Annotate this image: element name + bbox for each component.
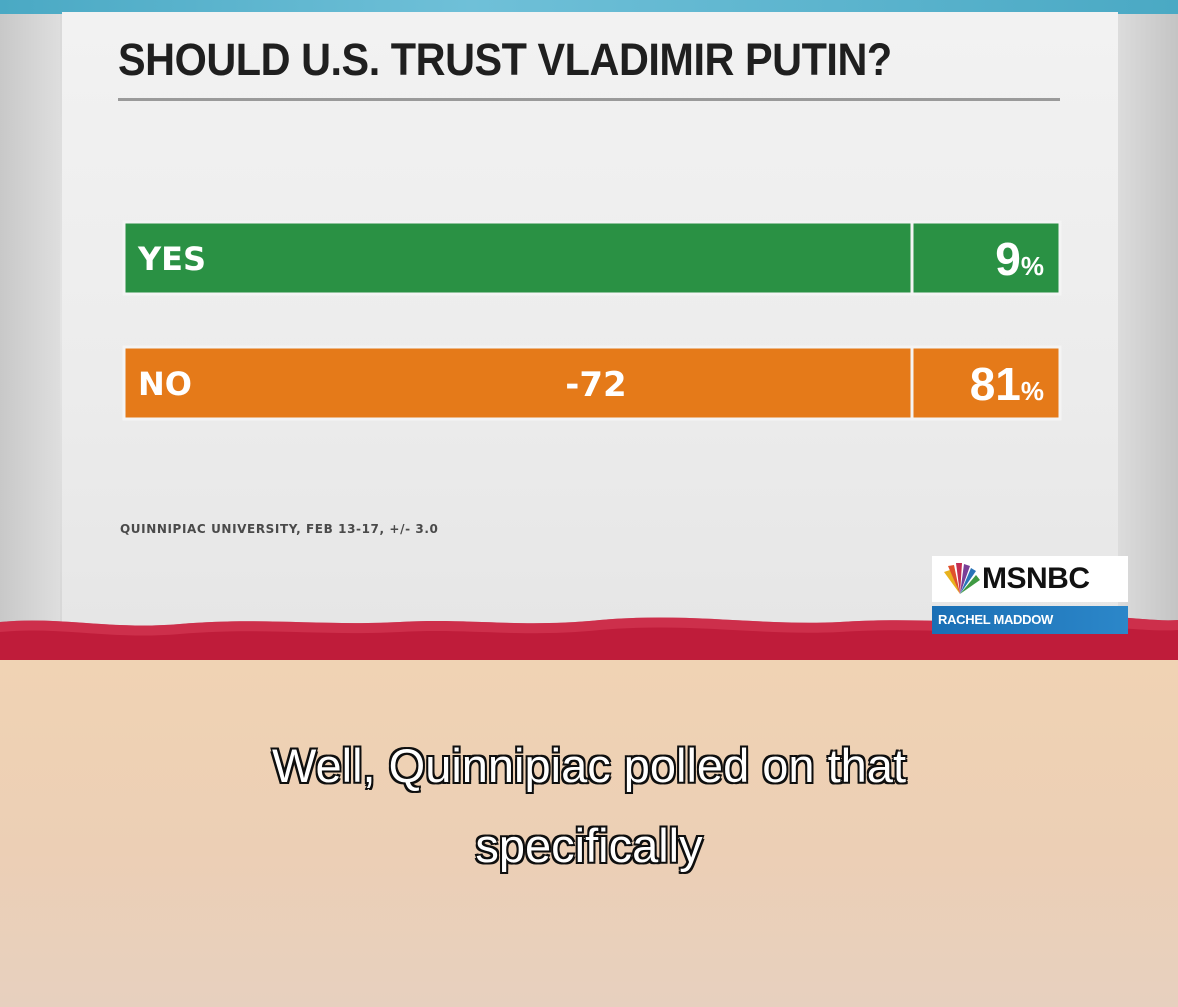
bar-value-yes: 9% (995, 233, 1044, 285)
red-band (0, 616, 1178, 662)
msnbc-logo: MSNBC RACHEL MADDOW (932, 556, 1128, 634)
bar-yes (122, 220, 1062, 296)
bar-yes-value-box (910, 220, 1062, 296)
top-strip (0, 0, 1178, 14)
peacock-icon (944, 563, 980, 594)
chart-source: QUINNIPIAC UNIVERSITY, FEB 13-17, +/- 3.… (120, 522, 439, 536)
bar-label-no: NO (138, 365, 192, 403)
subtitle-line-1: Well, Quinnipiac polled on that (271, 738, 907, 793)
bar-no (122, 345, 1062, 421)
bar-value-no: 81% (970, 358, 1044, 410)
subtitle-line-2: specifically (474, 818, 703, 873)
title-underline (118, 98, 1060, 101)
red-band-highlight (0, 616, 1178, 636)
board-left-edge (0, 10, 60, 650)
bar-no-value-box (910, 345, 1062, 421)
show-name-bar: RACHEL MADDOW (932, 606, 1128, 634)
bar-label-yes: YES (137, 240, 206, 278)
chart-title: SHOULD U.S. TRUST VLADIMIR PUTIN? (118, 34, 892, 85)
board-right-edge (1118, 10, 1178, 650)
caption-area (0, 660, 1178, 1007)
bar-chart: YES 9% NO 81% -72 (122, 220, 1062, 421)
difference-annotation: -72 (565, 365, 626, 405)
msnbc-wordmark: MSNBC (982, 562, 1090, 595)
graphic-panel (62, 12, 1118, 632)
msnbc-logo-top: MSNBC (932, 556, 1128, 602)
